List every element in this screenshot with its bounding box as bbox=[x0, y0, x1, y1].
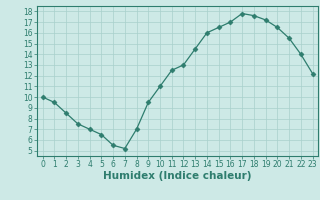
X-axis label: Humidex (Indice chaleur): Humidex (Indice chaleur) bbox=[103, 171, 252, 181]
